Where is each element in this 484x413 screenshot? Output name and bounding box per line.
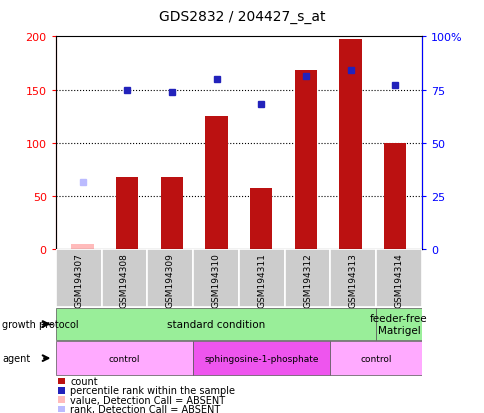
Bar xyxy=(294,71,317,250)
Bar xyxy=(56,250,101,308)
Text: GSM194310: GSM194310 xyxy=(211,253,220,308)
Bar xyxy=(193,342,330,375)
Text: GSM194309: GSM194309 xyxy=(166,253,174,308)
Bar xyxy=(160,178,182,250)
Bar xyxy=(116,178,138,250)
Text: percentile rank within the sample: percentile rank within the sample xyxy=(70,385,235,396)
Bar xyxy=(330,342,421,375)
Text: growth protocol: growth protocol xyxy=(2,319,79,329)
Text: GDS2832 / 204427_s_at: GDS2832 / 204427_s_at xyxy=(159,10,325,24)
Bar xyxy=(56,342,193,375)
Bar xyxy=(147,250,193,308)
Text: GSM194308: GSM194308 xyxy=(120,253,129,308)
Bar xyxy=(339,40,361,250)
Text: control: control xyxy=(108,354,140,363)
Bar xyxy=(376,250,421,308)
Bar xyxy=(71,244,93,250)
Text: rank, Detection Call = ABSENT: rank, Detection Call = ABSENT xyxy=(70,404,220,413)
Bar xyxy=(250,188,272,250)
Text: feeder-free
Matrigel: feeder-free Matrigel xyxy=(369,313,427,335)
Text: GSM194312: GSM194312 xyxy=(302,253,311,307)
Bar xyxy=(284,250,330,308)
Text: GSM194311: GSM194311 xyxy=(257,253,266,308)
Bar xyxy=(383,144,406,250)
Bar xyxy=(205,117,227,250)
Text: GSM194314: GSM194314 xyxy=(394,253,403,307)
Bar xyxy=(193,250,238,308)
Bar xyxy=(56,309,376,340)
Bar xyxy=(376,309,421,340)
Text: sphingosine-1-phosphate: sphingosine-1-phosphate xyxy=(204,354,318,363)
Bar xyxy=(101,250,147,308)
Bar xyxy=(330,250,376,308)
Text: GSM194313: GSM194313 xyxy=(348,253,357,308)
Text: value, Detection Call = ABSENT: value, Detection Call = ABSENT xyxy=(70,394,225,405)
Text: standard condition: standard condition xyxy=(166,319,265,329)
Text: agent: agent xyxy=(2,353,30,363)
Text: control: control xyxy=(360,354,391,363)
Text: GSM194307: GSM194307 xyxy=(74,253,83,308)
Text: count: count xyxy=(70,376,98,387)
Bar xyxy=(238,250,284,308)
